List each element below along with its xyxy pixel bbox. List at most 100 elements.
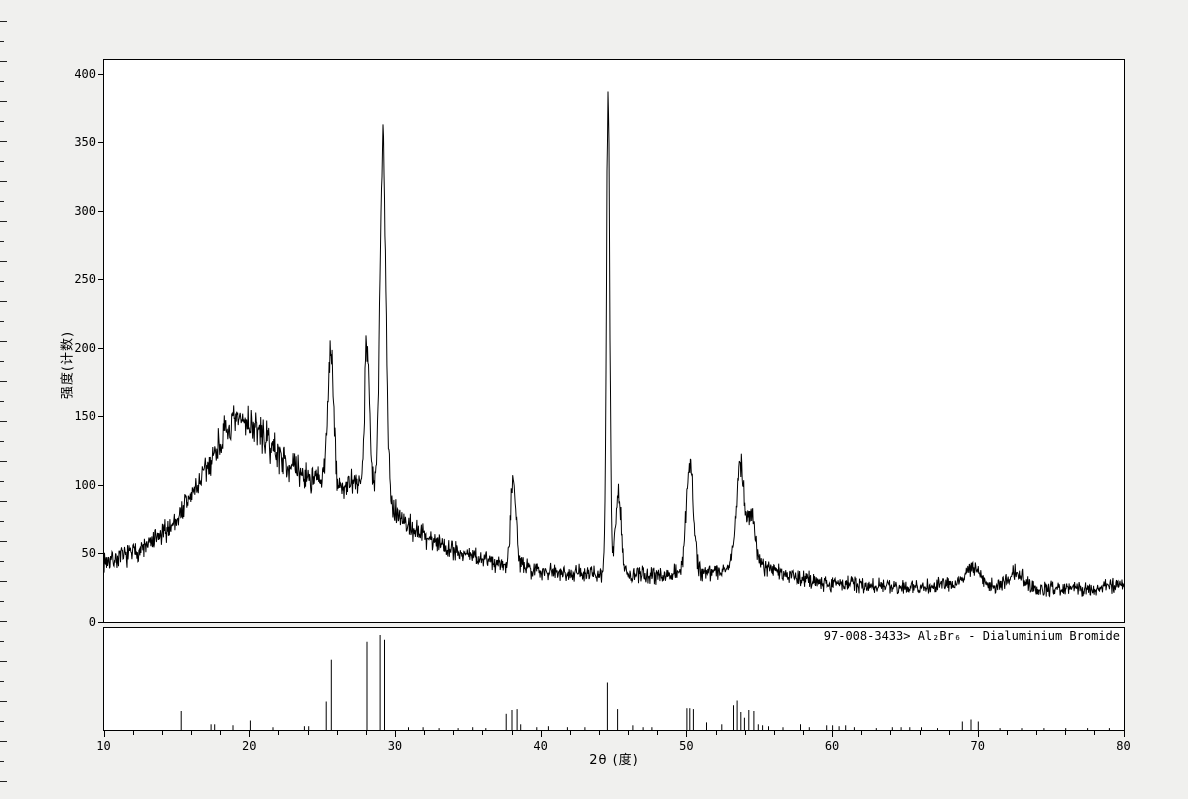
ruler-tick	[0, 81, 4, 82]
x-tick-mark	[103, 731, 105, 737]
x-tick-label: 80	[1116, 739, 1131, 753]
ruler-tick	[0, 221, 7, 222]
x-minor-tick-mark	[773, 731, 775, 735]
y-tick-label: 100	[74, 477, 96, 492]
y-tick-mark	[98, 73, 103, 75]
x-tick-label: 60	[824, 739, 840, 753]
ruler-tick	[0, 761, 4, 762]
x-minor-tick-mark	[802, 731, 804, 735]
x-minor-tick-mark	[569, 731, 571, 735]
x-minor-tick-mark	[1094, 731, 1096, 735]
ruler-tick	[0, 641, 4, 642]
x-minor-tick-mark	[1036, 731, 1038, 735]
reference-panel[interactable]: 97-008-3433> Al₂Br₆ - Dialuminium Bromid…	[103, 627, 1125, 731]
y-tick-label: 200	[74, 340, 96, 355]
x-minor-tick-mark	[1006, 731, 1008, 735]
y-tick-label: 50	[81, 546, 96, 561]
x-minor-tick-mark	[453, 731, 455, 735]
ruler-tick	[0, 561, 4, 562]
ruler-tick	[0, 681, 4, 682]
ruler-tick	[0, 581, 7, 582]
x-minor-tick-mark	[278, 731, 280, 735]
ruler-tick	[0, 601, 4, 602]
x-tick-label: 30	[387, 739, 403, 753]
x-tick-mark	[1123, 731, 1125, 737]
ruler-tick	[0, 241, 4, 242]
y-tick-mark	[98, 484, 103, 486]
x-minor-tick-mark	[190, 731, 192, 735]
ruler-tick	[0, 361, 4, 362]
ruler-tick	[0, 721, 4, 722]
x-tick-label: 70	[970, 739, 985, 753]
ruler-tick	[0, 281, 4, 282]
x-minor-tick-mark	[628, 731, 630, 735]
ruler-ticks	[0, 0, 10, 799]
ruler-tick	[0, 161, 4, 162]
ruler-tick	[0, 501, 7, 502]
ruler-tick	[0, 181, 7, 182]
ruler-tick	[0, 461, 7, 462]
x-minor-tick-mark	[161, 731, 163, 735]
ruler-tick	[0, 61, 7, 62]
y-tick-mark	[98, 142, 103, 144]
ruler-tick	[0, 421, 7, 422]
ruler-tick	[0, 101, 7, 102]
y-tick-mark	[98, 279, 103, 281]
x-minor-tick-mark	[220, 731, 222, 735]
reference-stick-pattern	[180, 635, 1110, 730]
x-minor-tick-mark	[919, 731, 921, 735]
x-minor-tick-mark	[715, 731, 717, 735]
ruler-tick	[0, 381, 7, 382]
ruler-tick	[0, 201, 4, 202]
y-tick-mark	[98, 347, 103, 349]
x-minor-tick-mark	[861, 731, 863, 735]
x-tick-label: 50	[679, 739, 694, 753]
ruler-tick	[0, 301, 7, 302]
x-tick-mark	[394, 731, 396, 737]
ruler-tick	[0, 541, 7, 542]
x-axis-title: 2θ (度)	[589, 753, 639, 768]
ruler-tick	[0, 321, 4, 322]
x-minor-tick-mark	[948, 731, 950, 735]
x-tick-label: 10	[96, 739, 111, 753]
x-tick-mark	[249, 731, 251, 737]
ruler-tick	[0, 661, 7, 662]
xrd-trace	[104, 91, 1124, 598]
x-tick-mark	[977, 731, 979, 737]
ruler-tick	[0, 621, 7, 622]
ruler-tick	[0, 481, 4, 482]
ruler-tick	[0, 261, 7, 262]
x-tick-mark	[832, 731, 834, 737]
ruler-tick	[0, 781, 7, 782]
y-tick-mark	[98, 553, 103, 555]
ruler-tick	[0, 121, 4, 122]
ruler-tick	[0, 41, 4, 42]
x-minor-tick-mark	[132, 731, 134, 735]
ruler-tick	[0, 21, 7, 22]
main-plot-panel[interactable]	[103, 59, 1125, 623]
ruler-tick	[0, 741, 7, 742]
y-tick-mark	[98, 622, 103, 623]
x-minor-tick-mark	[482, 731, 484, 735]
y-tick-mark	[98, 210, 103, 212]
ruler-tick	[0, 401, 4, 402]
y-tick-label: 0	[88, 615, 96, 629]
y-axis-title: 强度(计数)	[60, 330, 76, 400]
ruler-tick	[0, 341, 7, 342]
x-minor-tick-mark	[744, 731, 746, 735]
y-tick-label: 300	[74, 203, 96, 218]
x-minor-tick-mark	[424, 731, 426, 735]
y-tick-label: 250	[74, 272, 96, 287]
x-minor-tick-mark	[598, 731, 600, 735]
x-minor-tick-mark	[1065, 731, 1067, 735]
ruler-tick	[0, 521, 4, 522]
y-tick-mark	[98, 416, 103, 418]
ruler-tick	[0, 141, 7, 142]
x-minor-tick-mark	[657, 731, 659, 735]
reference-phase-label: 97-008-3433> Al₂Br₆ - Dialuminium Bromid…	[823, 629, 1120, 643]
x-minor-tick-mark	[890, 731, 892, 735]
x-tick-mark	[686, 731, 688, 737]
ruler-tick	[0, 701, 7, 702]
ruler-tick	[0, 441, 4, 442]
